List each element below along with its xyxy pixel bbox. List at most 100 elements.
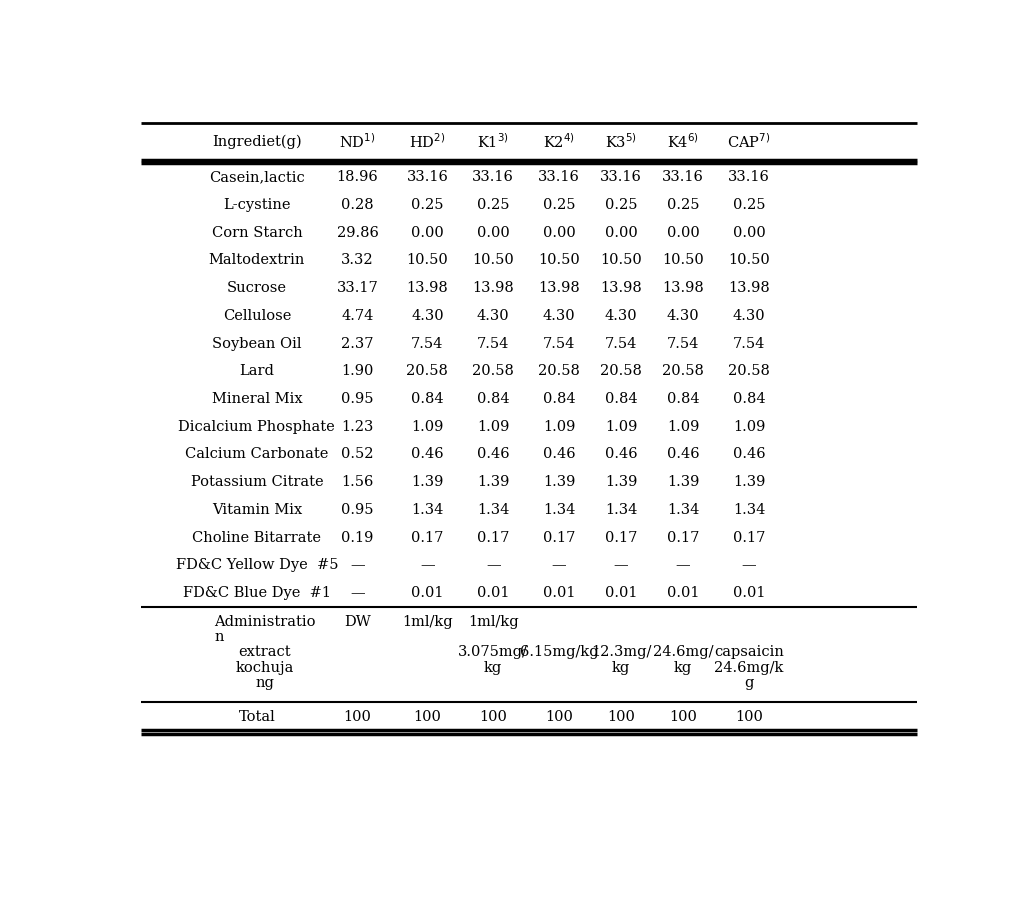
Text: 10.50: 10.50 (601, 254, 642, 267)
Text: 100: 100 (344, 710, 372, 724)
Text: FD&C Blue Dye  #1: FD&C Blue Dye #1 (183, 586, 331, 600)
Text: 29.86: 29.86 (336, 226, 379, 239)
Text: n: n (215, 630, 224, 644)
Text: FD&C Yellow Dye  #5: FD&C Yellow Dye #5 (175, 558, 338, 572)
Text: 0.01: 0.01 (733, 586, 766, 600)
Text: —: — (742, 558, 756, 572)
Text: 18.96: 18.96 (336, 170, 379, 184)
Text: g: g (744, 676, 753, 690)
Text: —: — (552, 558, 567, 572)
Text: 1.39: 1.39 (411, 475, 444, 490)
Text: 33.16: 33.16 (601, 170, 642, 184)
Text: 1.34: 1.34 (733, 503, 765, 517)
Text: Total: Total (238, 710, 276, 724)
Text: 4.30: 4.30 (543, 309, 576, 323)
Text: 0.00: 0.00 (667, 226, 700, 239)
Text: 1.09: 1.09 (667, 419, 700, 434)
Text: 0.01: 0.01 (605, 586, 638, 600)
Text: —: — (486, 558, 501, 572)
Text: 0.46: 0.46 (477, 447, 510, 462)
Text: 10.50: 10.50 (539, 254, 580, 267)
Text: 2.37: 2.37 (342, 337, 374, 351)
Text: 20.58: 20.58 (407, 364, 448, 378)
Text: 0.95: 0.95 (342, 503, 374, 517)
Text: —: — (614, 558, 628, 572)
Text: kg: kg (484, 661, 503, 675)
Text: 1.39: 1.39 (543, 475, 575, 490)
Text: K2$^{4)}$: K2$^{4)}$ (543, 132, 575, 151)
Text: kg: kg (674, 661, 692, 675)
Text: 4.30: 4.30 (667, 309, 700, 323)
Text: 1.09: 1.09 (733, 419, 765, 434)
Text: 0.00: 0.00 (477, 226, 510, 239)
Text: HD$^{2)}$: HD$^{2)}$ (410, 132, 446, 151)
Text: 13.98: 13.98 (473, 281, 514, 295)
Text: Sucrose: Sucrose (227, 281, 287, 295)
Text: 1ml/kg: 1ml/kg (467, 615, 518, 628)
Text: 1.39: 1.39 (605, 475, 638, 490)
Text: 0.52: 0.52 (342, 447, 374, 462)
Text: Choline Bitarrate: Choline Bitarrate (192, 531, 321, 544)
Text: 10.50: 10.50 (407, 254, 448, 267)
Text: extract: extract (238, 645, 291, 660)
Text: 1.23: 1.23 (342, 419, 374, 434)
Text: 10.50: 10.50 (473, 254, 514, 267)
Text: 1.90: 1.90 (342, 364, 374, 378)
Text: 0.84: 0.84 (667, 392, 700, 406)
Text: ND$^{1)}$: ND$^{1)}$ (340, 132, 376, 151)
Text: 1.34: 1.34 (543, 503, 575, 517)
Text: 7.54: 7.54 (411, 337, 444, 351)
Text: 7.54: 7.54 (605, 337, 638, 351)
Text: 100: 100 (545, 710, 573, 724)
Text: Dicalcium Phosphate: Dicalcium Phosphate (179, 419, 335, 434)
Text: 7.54: 7.54 (543, 337, 575, 351)
Text: 1.39: 1.39 (667, 475, 700, 490)
Text: 24.6mg/k: 24.6mg/k (714, 661, 783, 675)
Text: 0.25: 0.25 (667, 198, 700, 212)
Text: 20.58: 20.58 (601, 364, 642, 378)
Text: 3.075mg/: 3.075mg/ (458, 645, 528, 660)
Text: 13.98: 13.98 (407, 281, 448, 295)
Text: 1.09: 1.09 (605, 419, 638, 434)
Text: 13.98: 13.98 (539, 281, 580, 295)
Text: 0.25: 0.25 (733, 198, 766, 212)
Text: Corn Starch: Corn Starch (212, 226, 302, 239)
Text: 33.16: 33.16 (473, 170, 514, 184)
Text: 6.15mg/kg: 6.15mg/kg (520, 645, 599, 660)
Text: 0.17: 0.17 (543, 531, 575, 544)
Text: 1.09: 1.09 (477, 419, 510, 434)
Text: 0.46: 0.46 (605, 447, 638, 462)
Text: 7.54: 7.54 (477, 337, 510, 351)
Text: CAP$^{7)}$: CAP$^{7)}$ (728, 132, 771, 151)
Text: 100: 100 (669, 710, 697, 724)
Text: 0.00: 0.00 (411, 226, 444, 239)
Text: 33.16: 33.16 (538, 170, 580, 184)
Text: 20.58: 20.58 (538, 364, 580, 378)
Text: K3$^{5)}$: K3$^{5)}$ (605, 132, 637, 151)
Text: 0.17: 0.17 (477, 531, 510, 544)
Text: Lard: Lard (239, 364, 275, 378)
Text: —: — (350, 586, 365, 600)
Text: 1.09: 1.09 (411, 419, 444, 434)
Text: 13.98: 13.98 (663, 281, 704, 295)
Text: 0.00: 0.00 (543, 226, 576, 239)
Text: 0.28: 0.28 (342, 198, 374, 212)
Text: —: — (676, 558, 690, 572)
Text: kg: kg (612, 661, 631, 675)
Text: 0.17: 0.17 (411, 531, 444, 544)
Text: K1$^{3)}$: K1$^{3)}$ (477, 132, 509, 151)
Text: 33.16: 33.16 (728, 170, 770, 184)
Text: 0.01: 0.01 (477, 586, 510, 600)
Text: ng: ng (255, 676, 275, 690)
Text: 1.39: 1.39 (477, 475, 510, 490)
Text: 20.58: 20.58 (663, 364, 704, 378)
Text: Potassium Citrate: Potassium Citrate (191, 475, 323, 490)
Text: Cellulose: Cellulose (223, 309, 291, 323)
Text: 33.17: 33.17 (336, 281, 379, 295)
Text: 1.34: 1.34 (605, 503, 638, 517)
Text: Soybean Oil: Soybean Oil (213, 337, 301, 351)
Text: 0.25: 0.25 (477, 198, 510, 212)
Text: 100: 100 (607, 710, 635, 724)
Text: 100: 100 (735, 710, 763, 724)
Text: 1.34: 1.34 (411, 503, 444, 517)
